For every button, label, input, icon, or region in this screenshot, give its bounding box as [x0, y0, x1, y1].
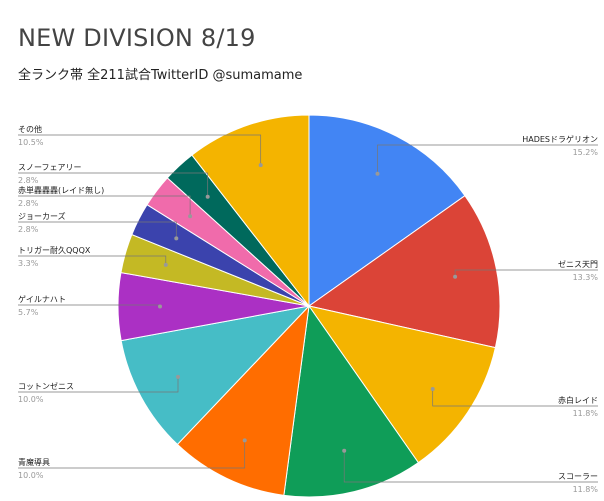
slice-percent-label: 5.7%	[18, 308, 39, 317]
leader-line	[343, 450, 598, 483]
slice-percent-label: 15.2%	[573, 148, 599, 157]
leader-line	[454, 269, 598, 277]
pie-slice[interactable]	[283, 304, 420, 498]
slice-label: トリガー耐久QQQX	[18, 245, 91, 255]
slice-label: コットンゼニス	[18, 381, 74, 391]
slice-label: 赤単轟轟轟(レイド無し)	[18, 185, 104, 195]
chart-title: NEW DIVISION 8/19	[18, 24, 256, 52]
pie-slice[interactable]	[120, 305, 311, 446]
slice-label: スコーラー	[558, 472, 598, 481]
slice-percent-label: 3.3%	[18, 259, 39, 268]
leader-dot	[258, 163, 263, 168]
pie-slice[interactable]	[176, 304, 310, 496]
slice-percent-label: 11.8%	[573, 485, 599, 494]
slice-label: HADESドラゲリオン	[522, 134, 598, 144]
leader-line	[377, 144, 598, 174]
slice-label: スノーフェアリー	[18, 163, 82, 172]
slice-percent-label: 11.8%	[573, 409, 599, 418]
leader-line	[18, 255, 167, 265]
slice-percent-label: 10.0%	[18, 395, 44, 404]
leader-line	[18, 134, 262, 166]
pie-slice[interactable]	[307, 305, 496, 464]
leader-dot	[188, 214, 193, 219]
slice-label: その他	[18, 124, 42, 134]
slice-percent-label: 13.3%	[573, 273, 599, 282]
leader-dot	[174, 236, 179, 241]
pie-slice[interactable]	[191, 114, 310, 308]
leader-dot	[342, 448, 347, 453]
slice-label: ゼニス天門	[558, 259, 598, 269]
leader-line	[18, 440, 246, 469]
leader-dot	[430, 387, 435, 391]
leader-line	[18, 376, 179, 393]
slice-label: ゲイルナハト	[18, 294, 66, 304]
slice-percent-label: 2.8%	[18, 199, 39, 208]
leader-dot	[375, 171, 380, 176]
pie-slice[interactable]	[308, 114, 466, 307]
leader-dot	[242, 438, 247, 443]
slice-label: 赤白レイド	[558, 395, 598, 405]
slice-label: ジョーカーズ	[18, 211, 66, 221]
slice-percent-label: 2.8%	[18, 176, 39, 185]
slice-percent-label: 10.5%	[18, 138, 44, 147]
chart-subtitle: 全ランク帯 全211試合TwitterID @sumamame	[18, 68, 303, 83]
leader-line	[18, 172, 209, 197]
leader-dot	[176, 374, 180, 379]
slice-percent-label: 10.0%	[18, 471, 44, 480]
leader-dot	[158, 304, 162, 309]
leader-line	[18, 221, 177, 239]
pie-slice[interactable]	[307, 194, 501, 349]
leader-line	[18, 195, 191, 217]
leader-dot	[205, 194, 210, 199]
slice-label: 青魔導具	[18, 457, 50, 467]
leader-line	[432, 389, 598, 407]
leader-dot	[453, 274, 458, 279]
slice-percent-label: 2.8%	[18, 225, 39, 234]
leader-dot	[163, 262, 168, 267]
